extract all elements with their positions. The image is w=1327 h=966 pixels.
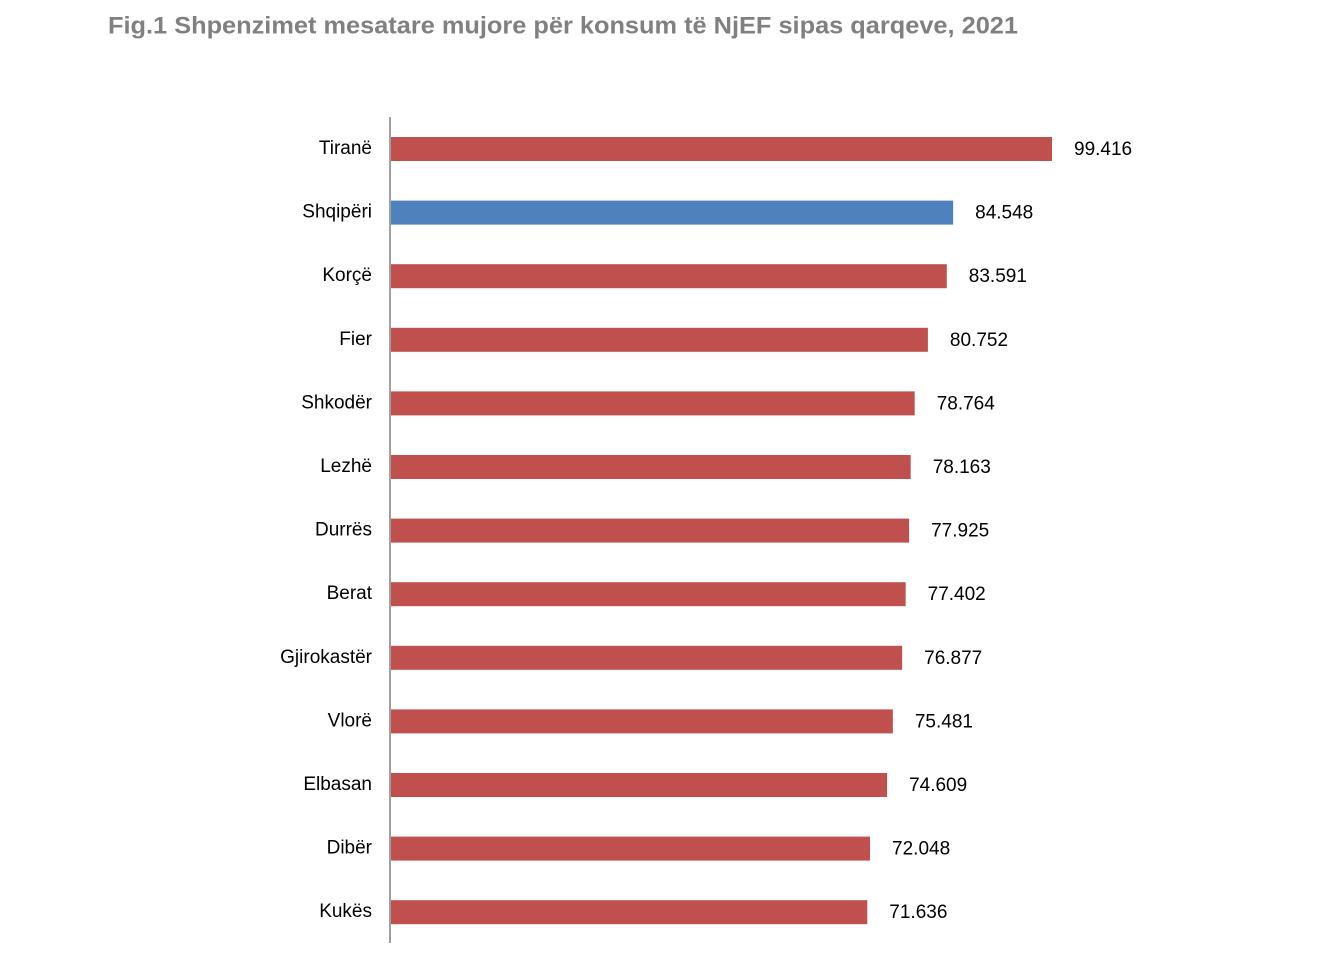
bar bbox=[391, 836, 871, 861]
bar bbox=[391, 327, 928, 352]
value-label: 75.481 bbox=[915, 711, 973, 732]
value-label: 77.925 bbox=[931, 521, 989, 542]
bar bbox=[391, 137, 1052, 161]
value-label: 71.636 bbox=[889, 902, 947, 923]
category-label: Dibër bbox=[327, 838, 373, 859]
category-label: Vlorë bbox=[328, 710, 372, 731]
bar bbox=[391, 709, 893, 734]
value-label: 80.752 bbox=[950, 330, 1008, 351]
category-label: Fier bbox=[339, 329, 372, 350]
chart-title: Fig.1 Shpenzimet mesatare mujore për kon… bbox=[108, 12, 1018, 39]
category-label: Shkodër bbox=[301, 392, 372, 413]
value-label: 74.609 bbox=[909, 775, 967, 796]
bar bbox=[391, 455, 911, 479]
bar bbox=[391, 264, 947, 289]
bar bbox=[391, 518, 910, 543]
category-label: Kukës bbox=[319, 901, 372, 922]
bar bbox=[391, 900, 868, 925]
category-label: Berat bbox=[327, 583, 373, 604]
value-label: 99.416 bbox=[1074, 139, 1132, 160]
bar bbox=[391, 200, 954, 225]
bar bbox=[391, 773, 888, 797]
value-label: 84.548 bbox=[975, 203, 1033, 224]
category-label: Tiranë bbox=[319, 138, 372, 159]
category-label: Gjirokastër bbox=[280, 647, 373, 668]
bar bbox=[391, 582, 906, 607]
category-label: Durrës bbox=[315, 520, 372, 541]
value-label: 78.764 bbox=[937, 393, 996, 414]
value-label: 76.877 bbox=[924, 648, 982, 669]
category-label: Lezhë bbox=[320, 456, 372, 477]
category-label: Elbasan bbox=[303, 774, 372, 795]
value-label: 72.048 bbox=[892, 839, 950, 860]
value-label: 77.402 bbox=[928, 584, 986, 605]
value-label: 78.163 bbox=[933, 457, 991, 478]
bar bbox=[391, 645, 903, 670]
bar bbox=[391, 391, 915, 416]
category-label: Shqipëri bbox=[302, 202, 372, 223]
value-label: 83.591 bbox=[969, 266, 1027, 287]
category-label: Korçë bbox=[322, 265, 372, 286]
